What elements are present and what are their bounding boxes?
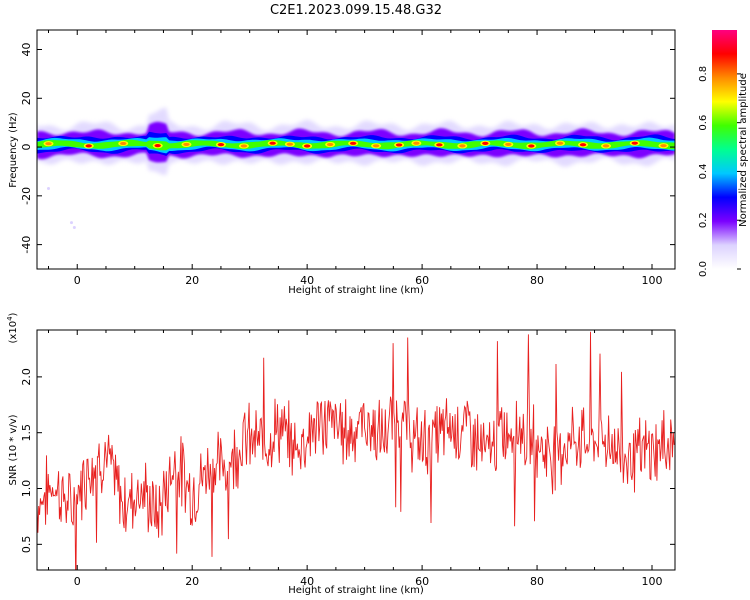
spectrogram-peak [660,144,667,148]
spectrogram-speck [69,221,73,225]
spectrogram-peak [85,144,92,148]
snr-y-label: SNR (10 * v/v) [8,414,19,485]
spectrogram-y-label: Frequency (Hz) [8,112,19,188]
spectrogram-peak [286,142,294,146]
spectrogram-peak [349,141,357,145]
spectrogram-x-tick-label: 60 [415,274,429,287]
spectrogram-y-tick-label: -40 [20,236,33,254]
spectrogram-heatmap [37,107,675,230]
spectrogram-peak [217,143,225,147]
colorbar-tick-label: 0.6 [698,115,709,131]
svg-text:(x104): (x104) [6,312,19,343]
spectrogram-peak [45,142,52,146]
snr-y-tick-label: 2.0 [20,368,33,386]
spectrogram-x-tick-label: 100 [642,274,663,287]
spectrogram-speck [72,226,76,230]
colorbar: 0.0 0.2 0.4 0.6 0.8 Normalized spectral ampl… [698,30,749,277]
spectrogram-peak [120,141,127,146]
spectrogram-peak [154,144,161,148]
snr-panel: 0 20 40 60 80 100 0.5 1.0 1.5 2.0 Height of strai… [6,312,676,596]
snr-axes: 0 20 40 60 80 100 0.5 1.0 1.5 2.0 [20,330,675,588]
spectrogram-peak [631,141,638,145]
colorbar-bar [712,30,737,269]
colorbar-tick-label: 0.8 [698,66,709,82]
spectrogram-y-tick-label: -20 [20,187,33,205]
spectrogram-frame [36,29,676,270]
snr-frame [36,329,676,571]
snr-y-multiplier-base: (x10 [8,321,19,344]
spectrogram-peak [579,143,587,147]
figure-title: C2E1.2023.099.15.48.G32 [270,3,442,18]
spectrogram-peak [303,144,311,148]
spectrogram-peak [556,141,564,145]
colorbar-tick-label: 0.2 [698,212,709,228]
snr-y-tick-label: 1.0 [20,480,33,498]
spectrogram-peak [528,144,535,148]
spectrogram-y-tick-label: 20 [20,91,33,105]
spectrogram-peak [269,141,276,145]
spectrogram-peak [372,144,380,148]
spectrogram-peak [459,144,466,148]
colorbar-tick-label: 0.4 [698,163,709,179]
spectrogram-peak [326,142,334,147]
snr-x-tick-label: 100 [642,575,663,588]
spectrogram-peak [413,141,420,145]
spectrogram-peak [436,143,443,147]
spectrogram-peak [482,141,489,145]
snr-series-line [37,331,675,570]
spectrogram-axes: 0 20 40 60 80 100 -40 -20 0 20 40 [20,30,675,287]
snr-y-multiplier: (x104) [6,312,19,343]
spectrogram-peak [183,142,190,147]
spectrogram-y-tick-label: 40 [20,43,33,57]
spectrogram-x-label: Height of straight line (km) [288,285,424,296]
snr-y-tick-label: 0.5 [20,536,33,554]
colorbar-label: Normalized spectral amplitude [738,73,749,227]
spectrogram-speck [46,187,50,191]
spectrogram-x-tick-label: 0 [74,274,81,287]
colorbar-tick-label: 0.0 [698,261,709,277]
snr-x-tick-label: 80 [530,575,544,588]
spectrogram-x-tick-label: 40 [300,274,314,287]
spectrogram-x-tick-label: 20 [185,274,199,287]
colorbar-axis: 0.0 0.2 0.4 0.6 0.8 [698,66,741,277]
snr-x-tick-label: 40 [300,575,314,588]
spectrogram-peak [505,142,512,147]
snr-y-tick-label: 1.5 [20,424,33,442]
spectrogram-panel: 0 20 40 60 80 100 -40 -20 0 20 40 Height of straig… [8,29,676,296]
snr-x-tick-label: 0 [74,575,81,588]
spectrogram-x-tick-label: 80 [530,274,544,287]
snr-y-multiplier-exp: 4 [6,316,14,321]
spectrogram-peak [395,143,403,147]
snr-x-tick-label: 60 [415,575,429,588]
snr-x-label: Height of straight line (km) [288,585,424,596]
spectrogram-peak [602,144,610,148]
spectrogram-y-tick-label: 0 [20,144,33,151]
spectrogram-peak [240,144,248,148]
snr-x-tick-label: 20 [185,575,199,588]
